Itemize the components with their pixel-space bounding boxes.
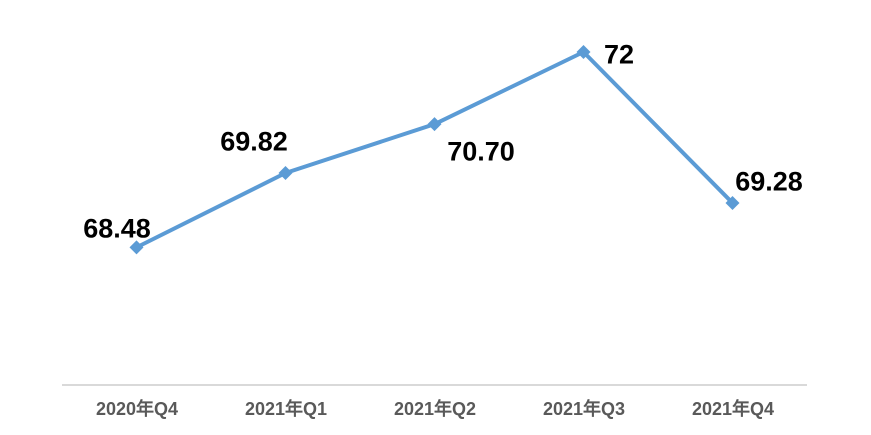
x-axis-tick-2021q1: 2021年Q1 <box>244 399 328 419</box>
x-axis-tick-2021q4: 2021年Q4 <box>691 399 775 419</box>
data-label-2021q2: 70.70 <box>447 136 515 167</box>
data-point-markers <box>129 45 740 255</box>
data-point-marker <box>725 195 740 210</box>
data-point-marker <box>278 165 293 180</box>
data-point-marker <box>576 45 591 59</box>
data-point-marker <box>129 240 144 255</box>
data-label-2020q4: 68.48 <box>83 213 151 244</box>
data-label-2021q1: 69.82 <box>220 126 288 157</box>
x-axis-tick-2021q2: 2021年Q2 <box>393 399 477 419</box>
data-label-2021q3: 72 <box>603 39 635 70</box>
x-axis-line <box>62 384 807 386</box>
x-axis-tick-2021q3: 2021年Q3 <box>542 399 626 419</box>
x-axis-tick-2020q4: 2020年Q4 <box>95 399 179 419</box>
data-label-2021q4: 69.28 <box>735 166 803 197</box>
data-point-marker <box>427 117 442 132</box>
